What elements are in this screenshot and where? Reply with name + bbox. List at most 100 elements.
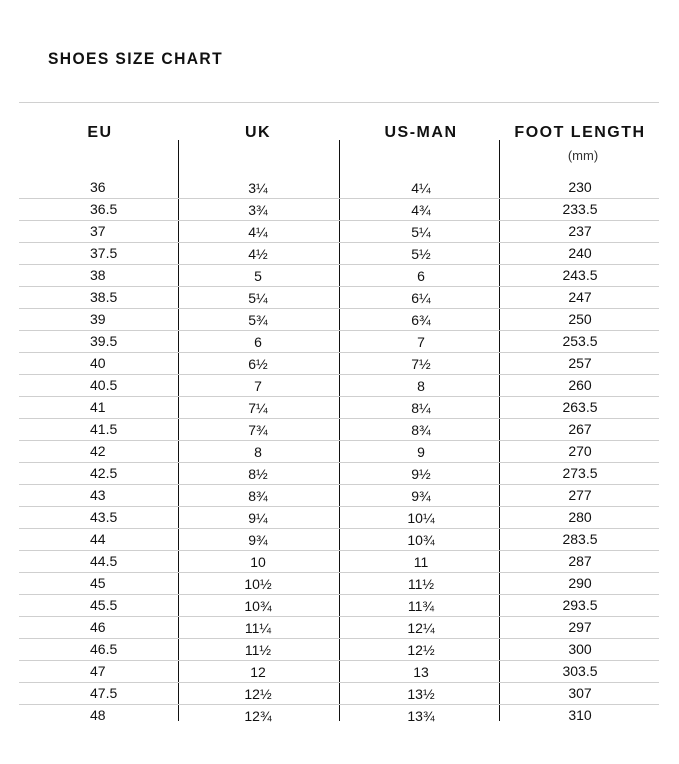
foot-length-cell: 247 [568,289,592,305]
us-man-size-cell: 9¾ [411,488,431,504]
us-man-size-cell: 10¼ [407,510,435,526]
row-divider [19,682,659,683]
foot-length-cell: 280 [568,509,592,525]
uk-size-cell: 7¾ [248,422,268,438]
uk-size-cell: 11½ [244,642,272,658]
us-man-size-cell: 11 [413,554,429,570]
row-divider [19,550,659,551]
row-divider [19,506,659,507]
foot-length-cell: 267 [568,421,592,437]
uk-size-cell: 8 [254,444,262,460]
uk-size-cell: 4¼ [248,224,268,240]
foot-length-cell: 253.5 [562,333,598,349]
eu-size-cell: 36.5 [90,201,118,217]
us-man-size-cell: 9 [417,444,425,460]
us-man-size-cell: 4¾ [411,202,431,218]
eu-size-cell: 42.5 [90,465,118,481]
row-divider [19,330,659,331]
uk-size-cell: 10¾ [244,598,272,614]
uk-size-cell: 9¼ [248,510,268,526]
us-man-size-cell: 11½ [407,576,435,592]
uk-size-cell: 9¾ [248,532,268,548]
eu-size-cell: 37.5 [90,245,118,261]
row-divider [19,594,659,595]
row-divider [19,418,659,419]
foot-length-cell: 293.5 [562,597,598,613]
uk-size-cell: 7¼ [248,400,268,416]
foot-length-cell: 283.5 [562,531,598,547]
header-foot-length-unit: (mm) [567,148,599,163]
top-divider [19,102,659,103]
row-divider [19,616,659,617]
eu-size-cell: 46 [90,619,106,635]
column-divider [499,140,500,721]
foot-length-cell: 290 [568,575,592,591]
eu-size-cell: 45.5 [90,597,118,613]
eu-size-cell: 47 [90,663,106,679]
us-man-size-cell: 10¾ [407,532,435,548]
eu-size-cell: 38.5 [90,289,118,305]
row-divider [19,396,659,397]
eu-size-cell: 44.5 [90,553,118,569]
foot-length-cell: 237 [568,223,592,239]
row-divider [19,264,659,265]
row-divider [19,220,659,221]
eu-size-cell: 41.5 [90,421,118,437]
eu-size-cell: 44 [90,531,106,547]
foot-length-cell: 307 [568,685,592,701]
header-foot-length: FOOT LENGTH [514,124,646,141]
uk-size-cell: 6 [254,334,262,350]
us-man-size-cell: 12½ [407,642,435,658]
us-man-size-cell: 5½ [411,246,431,262]
us-man-size-cell: 5¼ [411,224,431,240]
eu-size-cell: 37 [90,223,106,239]
uk-size-cell: 4½ [248,246,268,262]
uk-size-cell: 8½ [248,466,268,482]
uk-size-cell: 6½ [248,356,268,372]
us-man-size-cell: 6 [417,268,425,284]
foot-length-cell: 310 [568,707,592,723]
row-divider [19,704,659,705]
row-divider [19,352,659,353]
us-man-size-cell: 6¾ [411,312,431,328]
foot-length-cell: 277 [568,487,592,503]
eu-size-cell: 43 [90,487,106,503]
foot-length-cell: 250 [568,311,592,327]
foot-length-cell: 303.5 [562,663,598,679]
page-title: SHOES SIZE CHART [48,49,224,68]
uk-size-cell: 5¼ [248,290,268,306]
foot-length-cell: 233.5 [562,201,598,217]
uk-size-cell: 8¾ [248,488,268,504]
eu-size-cell: 39.5 [90,333,118,349]
row-divider [19,308,659,309]
foot-length-cell: 263.5 [562,399,598,415]
uk-size-cell: 11¼ [244,620,272,636]
eu-size-cell: 42 [90,443,106,459]
eu-size-cell: 43.5 [90,509,118,525]
us-man-size-cell: 7½ [411,356,431,372]
uk-size-cell: 3¾ [248,202,268,218]
row-divider [19,484,659,485]
row-divider [19,242,659,243]
eu-size-cell: 38 [90,267,106,283]
us-man-size-cell: 6¼ [411,290,431,306]
header-us-man: US-MAN [384,124,458,141]
uk-size-cell: 5 [254,268,262,284]
uk-size-cell: 7 [254,378,262,394]
eu-size-cell: 41 [90,399,106,415]
row-divider [19,440,659,441]
row-divider [19,638,659,639]
foot-length-cell: 270 [568,443,592,459]
us-man-size-cell: 13½ [407,686,435,702]
uk-size-cell: 12 [250,664,266,680]
uk-size-cell: 10½ [244,576,272,592]
us-man-size-cell: 12¼ [407,620,435,636]
eu-size-cell: 45 [90,575,106,591]
foot-length-cell: 230 [568,179,592,195]
uk-size-cell: 12½ [244,686,272,702]
us-man-size-cell: 13¾ [407,708,435,724]
uk-size-cell: 5¾ [248,312,268,328]
column-divider [339,140,340,721]
foot-length-cell: 300 [568,641,592,657]
uk-size-cell: 10 [250,554,266,570]
